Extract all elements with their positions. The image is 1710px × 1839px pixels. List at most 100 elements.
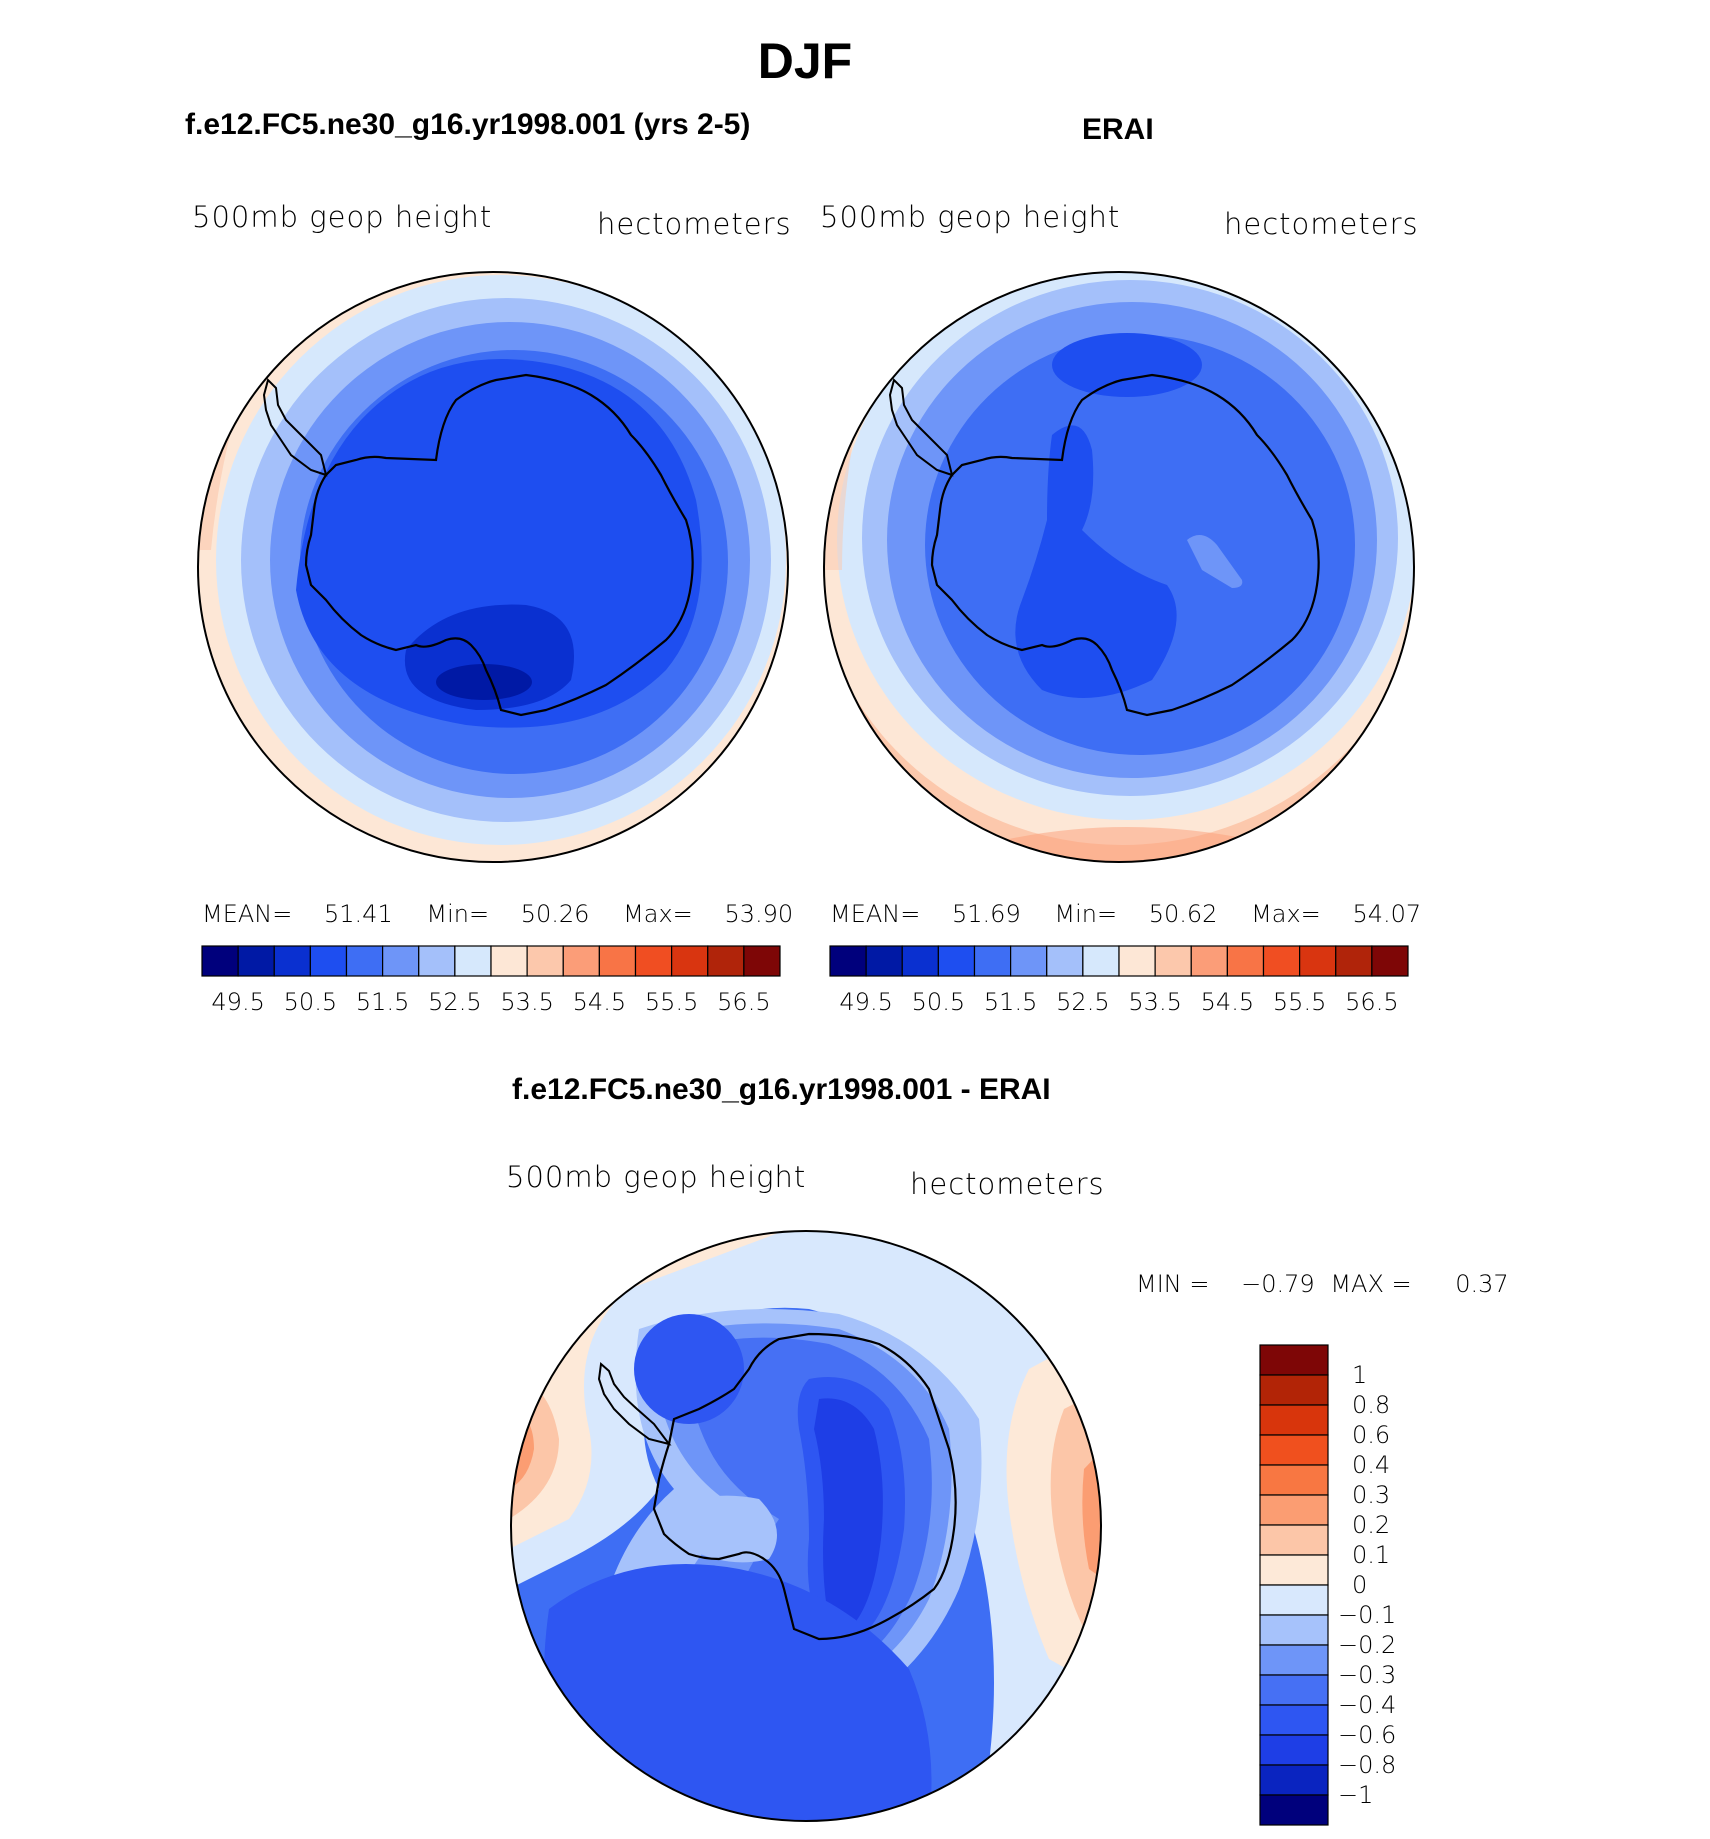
diff-stats: MIN = −0.79 MAX = 0.37 <box>1136 1270 1509 1298</box>
diff-min-label: MIN = <box>1136 1270 1210 1298</box>
obs-mean-label: MEAN= <box>830 900 921 928</box>
contour-band <box>922 827 1342 862</box>
colorbar-swatch <box>901 945 939 977</box>
obs-colorbar <box>829 945 1409 977</box>
antarctica-coastline <box>304 373 694 717</box>
colorbar-tick-label: 53.5 <box>500 988 554 1016</box>
colorbar-swatch <box>1259 1644 1329 1676</box>
colorbar-swatch <box>829 945 867 977</box>
model-max-label: Max= <box>623 900 693 928</box>
model-mean-label: MEAN= <box>202 900 293 928</box>
colorbar-tick-label: 0.3 <box>1352 1481 1391 1509</box>
model-field-label: 500mb geop height <box>192 200 493 234</box>
colorbar-tick-label: 56.5 <box>1345 988 1399 1016</box>
colorbar-swatch <box>562 945 600 977</box>
colorbar-swatch <box>237 945 275 977</box>
diff-units-label: hectometers <box>910 1167 1105 1201</box>
colorbar-swatch <box>1259 1554 1329 1586</box>
colorbar-swatch <box>1082 945 1120 977</box>
colorbar-swatch <box>1259 1494 1329 1526</box>
colorbar-swatch <box>1010 945 1048 977</box>
colorbar-swatch <box>1259 1674 1329 1706</box>
contour-band <box>1187 535 1243 588</box>
contour-band <box>511 1231 1101 1821</box>
colorbar-tick-label: −0.8 <box>1338 1751 1397 1779</box>
colorbar-swatch <box>1118 945 1156 977</box>
colorbar-swatch <box>1259 1404 1329 1436</box>
diff-field-label: 500mb geop height <box>506 1160 807 1194</box>
colorbar-tick-label: 51.5 <box>355 988 410 1016</box>
model-min-value: 50.26 <box>520 900 590 928</box>
obs-min-label: Min= <box>1054 900 1118 928</box>
colorbar-tick-label: −0.4 <box>1338 1691 1397 1719</box>
contour-band <box>1050 1389 1101 1639</box>
colorbar-swatch <box>1190 945 1228 977</box>
colorbar-swatch <box>1259 1434 1329 1466</box>
diff-polar-map <box>510 1230 1102 1822</box>
antarctic-peninsula-outline <box>262 378 328 477</box>
colorbar-swatch <box>1259 1524 1329 1556</box>
colorbar-swatch <box>707 945 745 977</box>
colorbar-tick-label: 0.2 <box>1352 1511 1391 1539</box>
colorbar-tick-label: 52.5 <box>428 988 482 1016</box>
colorbar-tick-label: 54.5 <box>1200 988 1255 1016</box>
colorbar-swatch <box>1259 1794 1329 1826</box>
colorbar-swatch <box>418 945 456 977</box>
map-boundary <box>823 271 1415 863</box>
diff-max-label: MAX = <box>1330 1270 1412 1298</box>
colorbar-swatch <box>865 945 903 977</box>
colorbar-swatch <box>1259 1374 1329 1406</box>
contour-band <box>436 664 532 700</box>
figure-title: DJF <box>757 33 853 89</box>
antarctic-peninsula-outline <box>597 1362 672 1446</box>
model-polar-map <box>197 271 789 863</box>
model-colorbar-ticks: 49.5 50.5 51.5 52.5 53.5 54.5 55.5 56.5 <box>202 988 780 1018</box>
obs-polar-map <box>823 271 1415 863</box>
obs-units-label: hectometers <box>1224 207 1419 241</box>
contour-band <box>1052 333 1202 397</box>
model-units-label: hectometers <box>597 207 792 241</box>
colorbar-tick-label: −0.3 <box>1338 1661 1397 1689</box>
colorbar-swatch <box>598 945 637 977</box>
colorbar-swatch <box>490 945 528 977</box>
colorbar-tick-label: 51.5 <box>983 988 1038 1016</box>
contour-band <box>814 1398 883 1625</box>
colorbar-swatch <box>743 945 781 977</box>
colorbar-tick-label: −0.1 <box>1338 1601 1397 1629</box>
obs-field-label: 500mb geop height <box>820 200 1121 234</box>
contour-band <box>666 1495 777 1563</box>
model-stats: MEAN= 51.41 Min= 50.26 Max= 53.90 <box>202 900 793 928</box>
diff-max-value: 0.37 <box>1455 1270 1509 1298</box>
obs-max-label: Max= <box>1251 900 1321 928</box>
diff-panel-heading: f.e12.FC5.ne30_g16.yr1998.001 - ERAI <box>512 1073 1051 1106</box>
obs-max-value: 54.07 <box>1352 900 1422 928</box>
colorbar-swatch <box>973 945 1012 977</box>
colorbar-tick-label: 53.5 <box>1128 988 1182 1016</box>
antarctica-coastline <box>930 373 1320 717</box>
obs-panel-heading: ERAI <box>1082 113 1154 146</box>
antarctica-coastline <box>652 1332 957 1641</box>
colorbar-tick-label: 0 <box>1352 1571 1368 1599</box>
colorbar-swatch <box>1259 1464 1329 1496</box>
colorbar-swatch <box>1335 945 1373 977</box>
contour-band <box>925 335 1355 755</box>
model-min-label: Min= <box>426 900 490 928</box>
colorbar-swatch <box>201 945 239 977</box>
contour-band <box>634 1314 744 1424</box>
diff-colorbar <box>1259 1344 1329 1826</box>
colorbar-tick-label: 0.6 <box>1352 1421 1391 1449</box>
antarctic-peninsula-outline <box>888 378 954 477</box>
colorbar-swatch <box>937 945 976 977</box>
colorbar-swatch <box>1046 945 1084 977</box>
colorbar-swatch <box>1154 945 1192 977</box>
colorbar-tick-label: 0.1 <box>1352 1541 1391 1569</box>
colorbar-tick-label: 1 <box>1352 1361 1368 1389</box>
map-boundary <box>197 271 789 863</box>
colorbar-tick-label: −1 <box>1338 1781 1374 1809</box>
model-max-value: 53.90 <box>724 900 794 928</box>
colorbar-tick-label: 52.5 <box>1056 988 1110 1016</box>
colorbar-swatch <box>1259 1734 1329 1766</box>
diff-colorbar-ticks: 1 0.8 0.6 0.4 0.3 0.2 0.1 0 −0.1 −0.2 −0.3 −0.4 −0.6… <box>1338 1345 1458 1825</box>
colorbar-tick-label: 55.5 <box>1272 988 1327 1016</box>
colorbar-swatch <box>1259 1764 1329 1796</box>
